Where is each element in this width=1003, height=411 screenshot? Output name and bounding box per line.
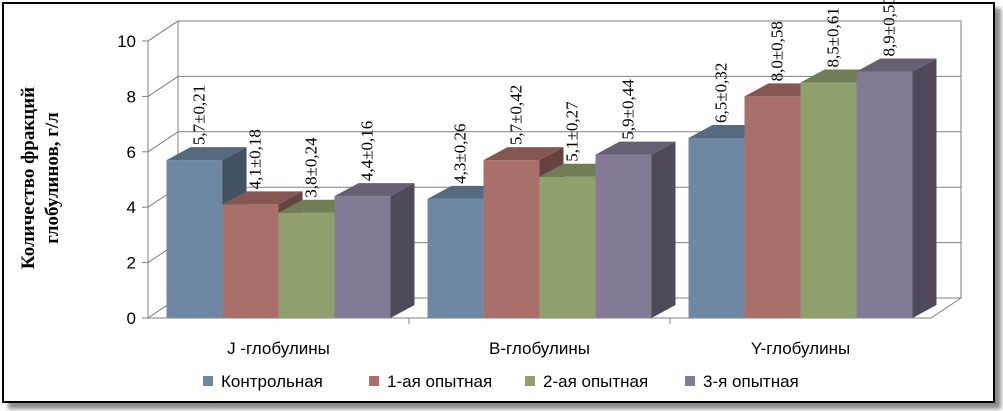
legend-swatch	[525, 376, 535, 386]
bar-front	[278, 212, 335, 318]
bar-front	[856, 71, 913, 318]
y-tick-label: 8	[127, 87, 136, 106]
bar-side	[912, 58, 937, 318]
x-axis-categories: J -глобулины B-глобулины Y-глобулины	[227, 318, 850, 358]
y-axis-ticks: 0 2 4 6 8 10	[117, 32, 148, 328]
y-tick-label: 2	[127, 254, 136, 273]
legend-swatch	[369, 376, 379, 386]
legend-label: Контрольная	[221, 372, 323, 391]
y-axis-label-line-2: глобулинов, г/л	[42, 112, 63, 244]
bar-front	[334, 196, 391, 318]
gridline	[147, 20, 961, 42]
data-label: 5,7±0,42	[507, 85, 526, 145]
bar-top	[166, 147, 247, 161]
bar-front	[483, 160, 540, 318]
bar-top	[856, 58, 937, 72]
data-label: 8,5±0,61	[824, 7, 843, 67]
bar-front	[539, 176, 596, 318]
bar-front	[166, 160, 223, 318]
bar-top	[595, 141, 676, 155]
bar-side	[651, 141, 676, 318]
data-labels: 5,7±0,21 4,1±0,18 3,8±0,24 4,4±0,16 4,3±0,26…	[190, 0, 899, 198]
data-label: 4,4±0,16	[358, 121, 377, 181]
bar-front	[688, 137, 745, 318]
legend-label: 1-ая опытная	[387, 372, 492, 391]
bar-front	[427, 198, 484, 318]
category-label: Y-глобулины	[751, 339, 850, 358]
bar-front	[800, 82, 857, 318]
bar-top	[334, 183, 415, 197]
category-label: B-глобулины	[489, 339, 590, 358]
bar-top	[222, 191, 303, 205]
y-axis-label-line-1: Количество фракций	[18, 87, 39, 269]
bars	[166, 58, 937, 319]
data-label: 8,0±0,58	[768, 21, 787, 81]
category-label: J -глобулины	[227, 339, 330, 358]
legend: Контрольная 1-ая опытная 2-ая опытная 3-я о…	[203, 372, 799, 391]
data-label: 5,9±0,44	[619, 79, 638, 140]
data-label: 4,1±0,18	[246, 129, 265, 189]
data-label: 5,1±0,27	[563, 101, 582, 162]
y-tick-label: 10	[117, 32, 136, 51]
bar-front	[595, 154, 652, 318]
legend-swatch	[203, 376, 213, 386]
bar-front	[744, 96, 801, 319]
legend-label: 2-ая опытная	[543, 372, 648, 391]
data-label: 3,8±0,24	[302, 137, 321, 198]
bar-front	[222, 204, 279, 318]
data-label: 4,3±0,26	[451, 124, 470, 184]
gridline	[147, 75, 961, 97]
y-tick-label: 0	[127, 309, 136, 328]
y-tick-label: 4	[127, 198, 136, 217]
data-label: 8,9±0,50	[880, 0, 899, 56]
legend-label: 3-я опытная	[703, 372, 799, 391]
bar-side	[390, 183, 415, 318]
bar-top	[483, 147, 564, 161]
data-label: 5,7±0,21	[190, 85, 209, 145]
y-tick-label: 6	[127, 143, 136, 162]
legend-swatch	[685, 376, 695, 386]
data-label: 6,5±0,32	[712, 63, 731, 123]
